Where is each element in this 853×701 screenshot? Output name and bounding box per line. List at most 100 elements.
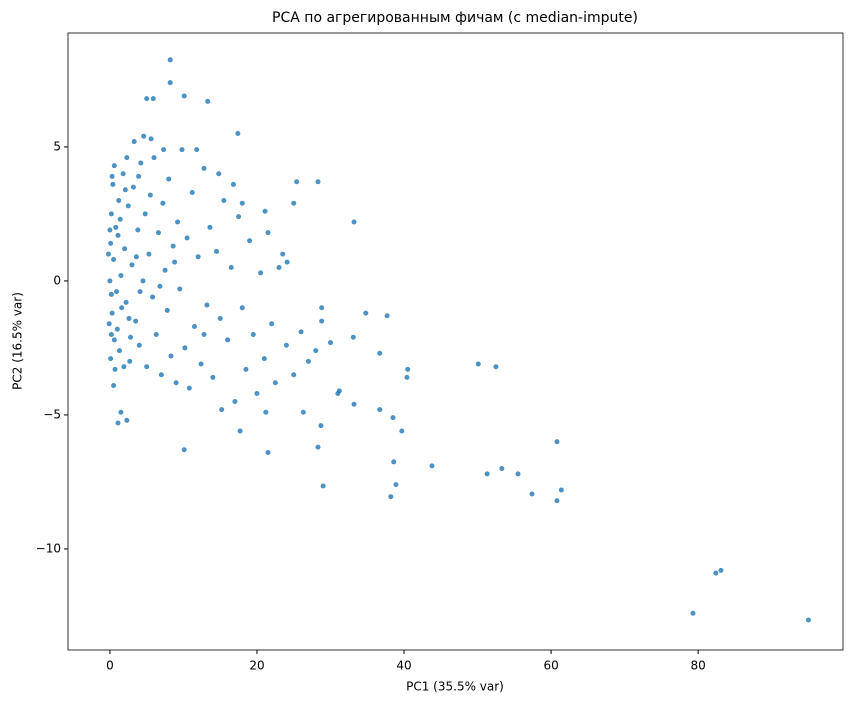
point — [250, 332, 256, 338]
point — [144, 96, 150, 102]
x-tick-label: 40 — [396, 659, 411, 673]
point — [118, 273, 124, 279]
point — [108, 332, 114, 338]
point — [130, 184, 136, 190]
point — [124, 155, 130, 161]
plot-frame — [67, 32, 844, 651]
point — [554, 439, 560, 445]
point — [133, 318, 139, 324]
point — [175, 219, 181, 225]
point — [106, 321, 112, 327]
point — [121, 364, 127, 370]
point — [133, 254, 139, 260]
x-tick-label: 0 — [106, 659, 114, 673]
point — [108, 211, 114, 217]
point — [150, 294, 156, 300]
point — [125, 203, 131, 209]
point — [115, 420, 121, 426]
point — [405, 366, 411, 372]
point — [117, 216, 123, 222]
point — [217, 315, 223, 321]
point — [111, 337, 117, 343]
y-tick-label: −5 — [43, 407, 61, 421]
point — [153, 332, 159, 338]
point — [172, 259, 178, 265]
point — [328, 340, 333, 346]
y-axis-label: PC2 (16.5% var) — [11, 292, 25, 390]
point — [198, 361, 204, 367]
point — [127, 358, 133, 364]
point — [144, 364, 150, 370]
point — [404, 374, 410, 380]
point — [475, 361, 481, 367]
point — [158, 372, 164, 378]
point — [399, 428, 405, 434]
point — [318, 423, 324, 429]
y-tick-label: −10 — [36, 541, 61, 555]
point — [123, 299, 129, 305]
point — [384, 313, 390, 319]
point — [114, 289, 120, 295]
point — [181, 447, 187, 453]
point — [157, 283, 163, 289]
point — [148, 136, 154, 142]
point — [205, 98, 211, 104]
point — [137, 289, 143, 295]
point — [276, 265, 282, 271]
point — [558, 487, 564, 493]
points — [105, 57, 811, 623]
point — [718, 567, 724, 573]
point — [351, 219, 357, 225]
point — [140, 278, 146, 284]
point — [116, 348, 122, 354]
point — [529, 491, 535, 497]
point — [201, 165, 207, 171]
point — [230, 181, 236, 187]
point — [146, 251, 152, 257]
point — [377, 350, 383, 356]
point — [108, 291, 114, 297]
point — [377, 407, 383, 413]
point — [351, 401, 357, 407]
point — [167, 80, 173, 86]
point — [119, 305, 125, 311]
point — [170, 243, 176, 249]
point — [191, 323, 197, 329]
x-tick-label: 60 — [543, 659, 558, 673]
point — [350, 334, 356, 340]
point — [210, 374, 216, 380]
point — [108, 356, 114, 362]
point — [228, 265, 234, 271]
point — [690, 610, 696, 616]
point — [388, 494, 394, 500]
point — [122, 187, 128, 193]
point — [189, 189, 195, 195]
point — [179, 147, 185, 153]
point — [232, 399, 238, 405]
point — [164, 307, 170, 313]
point — [204, 302, 210, 308]
point — [108, 240, 114, 246]
point — [124, 417, 130, 423]
point — [186, 385, 192, 391]
point — [111, 382, 117, 388]
point — [429, 463, 435, 469]
point — [262, 208, 268, 214]
point — [294, 179, 300, 185]
point — [247, 238, 253, 244]
point — [129, 262, 135, 268]
point — [182, 345, 188, 351]
point — [113, 224, 119, 230]
point — [136, 173, 142, 179]
chart-title: PCA по агрегированным фичам (с median-im… — [272, 10, 638, 26]
point — [115, 232, 121, 238]
point — [138, 160, 144, 166]
point — [239, 305, 245, 311]
point — [261, 356, 267, 362]
point — [184, 235, 190, 241]
x-tick-label: 20 — [249, 659, 264, 673]
point — [168, 353, 174, 359]
point — [105, 251, 111, 257]
point — [243, 366, 249, 372]
